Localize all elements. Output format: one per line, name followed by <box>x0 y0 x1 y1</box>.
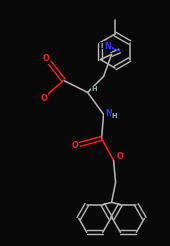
Text: N: N <box>105 109 112 118</box>
Text: O: O <box>42 54 49 63</box>
Text: H: H <box>101 43 106 49</box>
Text: O: O <box>40 94 47 103</box>
Text: H: H <box>92 86 97 92</box>
Text: N: N <box>104 42 111 51</box>
Text: O: O <box>116 152 123 161</box>
Text: O: O <box>71 141 78 150</box>
Text: H: H <box>112 113 117 119</box>
